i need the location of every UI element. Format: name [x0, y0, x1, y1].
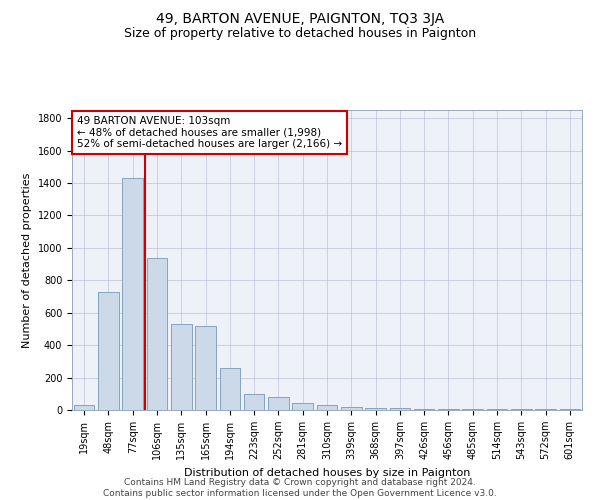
Text: Contains HM Land Registry data © Crown copyright and database right 2024.
Contai: Contains HM Land Registry data © Crown c…: [103, 478, 497, 498]
Bar: [146, 258, 167, 410]
Bar: [268, 397, 289, 410]
Text: 49, BARTON AVENUE, PAIGNTON, TQ3 3JA: 49, BARTON AVENUE, PAIGNTON, TQ3 3JA: [156, 12, 444, 26]
Bar: [414, 408, 434, 410]
Text: 49 BARTON AVENUE: 103sqm
← 48% of detached houses are smaller (1,998)
52% of sem: 49 BARTON AVENUE: 103sqm ← 48% of detach…: [77, 116, 342, 149]
Bar: [317, 406, 337, 410]
Bar: [74, 405, 94, 410]
Bar: [438, 409, 459, 410]
Bar: [244, 394, 265, 410]
Bar: [463, 409, 483, 410]
Bar: [389, 408, 410, 410]
Bar: [341, 407, 362, 410]
Bar: [98, 292, 119, 410]
Bar: [171, 324, 191, 410]
Bar: [220, 368, 240, 410]
X-axis label: Distribution of detached houses by size in Paignton: Distribution of detached houses by size …: [184, 468, 470, 477]
Y-axis label: Number of detached properties: Number of detached properties: [22, 172, 32, 348]
Bar: [365, 408, 386, 410]
Text: Size of property relative to detached houses in Paignton: Size of property relative to detached ho…: [124, 28, 476, 40]
Bar: [195, 326, 216, 410]
Bar: [292, 403, 313, 410]
Bar: [487, 409, 508, 410]
Bar: [122, 178, 143, 410]
